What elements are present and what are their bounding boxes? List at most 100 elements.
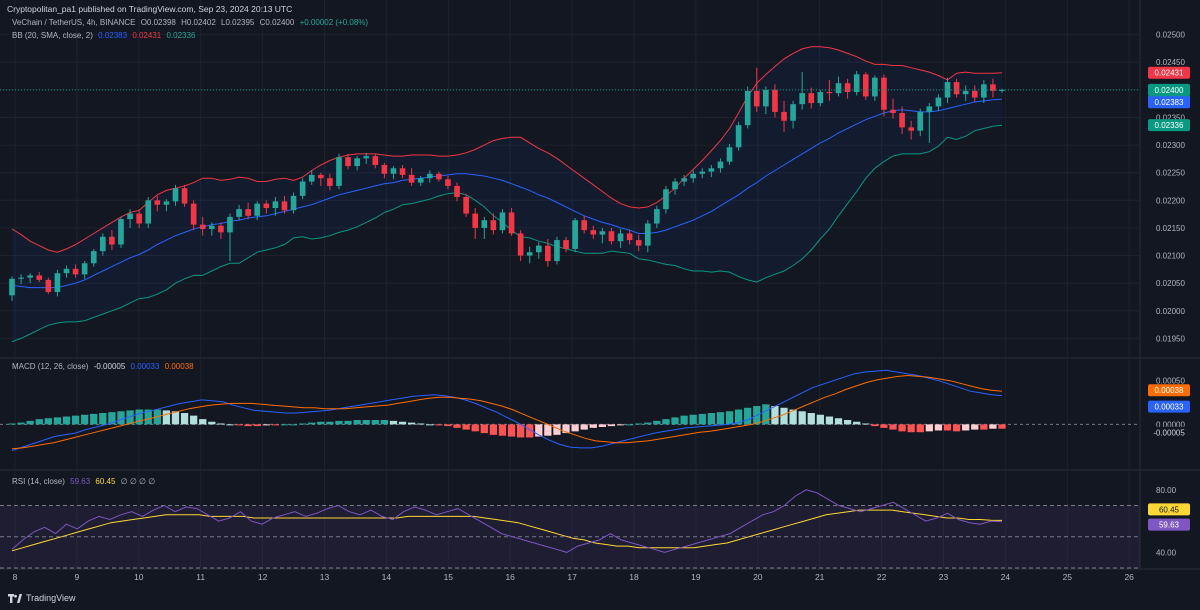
macd-histogram-bar (680, 415, 688, 425)
candle (654, 205, 660, 228)
macd-histogram-bar (962, 424, 970, 431)
candle (853, 71, 860, 96)
macd-histogram-bar (26, 420, 34, 425)
macd-histogram-bar (925, 424, 933, 432)
candle-body (508, 212, 515, 234)
x-tick-label: 21 (815, 572, 825, 582)
candle (72, 264, 79, 278)
candle-body (408, 174, 415, 183)
macd-histogram-bar (326, 421, 334, 425)
candle-body (690, 173, 697, 179)
macd-legend: MACD (12, 26, close) -0.00005 0.00033 0.… (12, 362, 197, 371)
candle-body (672, 181, 678, 190)
macd-histogram-bar (498, 424, 507, 436)
macd-histogram-bar (825, 416, 834, 425)
main-legend: VeChain / TetherUS, 4h, BINANCE O0.02398… (12, 18, 371, 27)
candle (254, 201, 261, 221)
macd-histogram-bar (971, 424, 979, 430)
macd-histogram-bar (762, 404, 770, 425)
candle-body (790, 104, 796, 121)
macd-histogram-bar (253, 424, 261, 427)
candle-body (27, 275, 33, 278)
candle (199, 216, 206, 236)
x-tick-label: 8 (13, 572, 18, 582)
high-value: H0.02402 (181, 18, 216, 27)
candle-body (454, 185, 460, 197)
candle-body (236, 209, 242, 217)
x-tick-label: 19 (691, 572, 701, 582)
open-value: O0.02398 (140, 18, 176, 27)
candle-body (445, 179, 451, 186)
x-tick-label: 18 (629, 572, 639, 582)
candle (372, 153, 379, 169)
macd-histogram-bar (834, 418, 843, 425)
bb-lower-line (11, 124, 1003, 343)
bb-legend: BB (20, SMA, close, 2) 0.02383 0.02431 0… (12, 31, 198, 40)
rsi-ma-line (11, 509, 1003, 552)
macd-histogram-bar (471, 424, 479, 432)
candle (781, 100, 787, 132)
candle-body (844, 83, 851, 93)
macd-histogram-bar (507, 424, 516, 437)
macd-histogram-bar (344, 420, 352, 425)
macd-histogram-bar (635, 423, 643, 425)
candle-body (535, 245, 542, 253)
candle (290, 192, 297, 214)
candle-body (590, 230, 597, 235)
macd-histogram-bar (516, 424, 525, 438)
candle (699, 168, 706, 179)
macd-histogram-bar (217, 423, 225, 425)
tradingview-brand[interactable]: TradingView (8, 593, 76, 603)
macd-histogram-bar (943, 424, 952, 431)
y-tick-label: 40.00 (1156, 548, 1177, 557)
candle (299, 178, 306, 200)
macd-line (11, 369, 1003, 451)
candle (862, 72, 869, 100)
price-label-text: 0.00033 (1155, 403, 1184, 412)
macd-histogram-bar (871, 424, 879, 427)
candle (644, 220, 651, 253)
candle (127, 209, 133, 228)
candle (436, 171, 442, 182)
macd-histogram-bar (716, 412, 725, 425)
candle (308, 170, 315, 185)
candle (953, 78, 960, 98)
macd-histogram-bar (417, 423, 425, 425)
bb-upper-line (11, 46, 1003, 253)
candle-body (944, 82, 951, 98)
macd-signal-line (11, 374, 1003, 450)
candle (154, 195, 161, 212)
rsi-legend: RSI (14, close) 59.63 60.45 ∅ ∅ ∅ ∅ (12, 477, 158, 486)
candle (581, 215, 588, 234)
macd-histogram-bar (653, 420, 661, 425)
candle-body (372, 156, 379, 165)
macd-histogram-bar (180, 413, 189, 425)
candle-body (9, 278, 15, 296)
bb-label: BB (20, SMA, close, 2) (12, 31, 93, 40)
candle (890, 98, 896, 119)
y-tick-label: 0.02200 (1156, 196, 1185, 205)
candle (209, 222, 215, 236)
candle (81, 261, 88, 279)
candle-body (644, 223, 651, 246)
y-tick-label: 0.00000 (1156, 420, 1185, 429)
rsi-value: 59.63 (70, 477, 91, 486)
rsi-label: RSI (14, close) (12, 477, 65, 486)
candle-body (862, 74, 869, 97)
candle (990, 78, 996, 98)
candle (835, 76, 842, 97)
price-label-text: 60.45 (1159, 505, 1180, 514)
candle (517, 230, 524, 262)
candle (735, 121, 742, 151)
published-header: Cryptopolitan_pa1 published on TradingVi… (7, 4, 293, 14)
candle-body (436, 173, 442, 180)
candle (790, 100, 796, 129)
macd-histogram-bar (571, 424, 579, 432)
candle (172, 184, 179, 206)
candle (817, 89, 824, 107)
y-tick-label: 0.02300 (1156, 141, 1185, 150)
candle-body (981, 84, 987, 98)
candle (563, 236, 569, 253)
price-label-text: 0.00038 (1155, 386, 1184, 395)
